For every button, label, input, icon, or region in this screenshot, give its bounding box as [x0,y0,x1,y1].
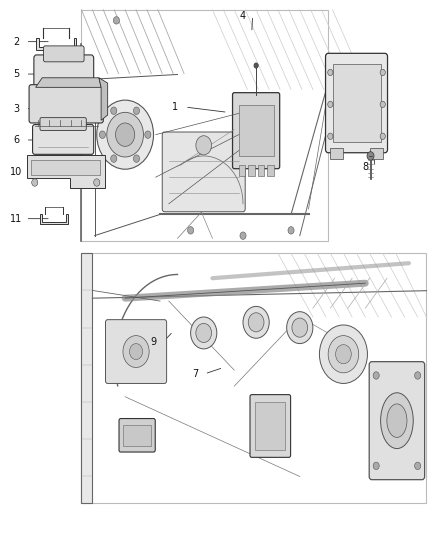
Circle shape [134,155,140,163]
Text: 2: 2 [13,37,19,46]
Text: 4: 4 [240,11,246,21]
Bar [370,149,383,159]
Polygon shape [27,155,105,188]
Bar [330,149,343,159]
Polygon shape [36,38,76,50]
Circle shape [328,101,333,108]
Circle shape [130,344,143,360]
Circle shape [415,372,421,379]
Circle shape [145,131,151,139]
FancyBboxPatch shape [34,55,94,89]
FancyBboxPatch shape [369,362,425,480]
Bar [268,165,274,176]
Circle shape [328,69,333,76]
Bar [81,253,92,503]
FancyBboxPatch shape [106,320,166,383]
Bar [248,165,255,176]
Circle shape [97,100,153,169]
Circle shape [287,312,313,344]
Circle shape [254,63,258,68]
Circle shape [243,306,269,338]
Bar [258,165,265,176]
Circle shape [319,325,367,383]
Circle shape [367,152,374,160]
Circle shape [415,462,421,470]
Circle shape [380,69,385,76]
Circle shape [187,227,194,234]
Circle shape [328,133,333,140]
Bar [239,106,274,156]
Text: 9: 9 [150,337,156,347]
Bar [123,425,151,446]
Text: 7: 7 [192,369,198,379]
FancyBboxPatch shape [43,46,84,62]
Circle shape [107,112,144,157]
Circle shape [123,336,149,368]
Circle shape [248,313,264,332]
Circle shape [380,133,385,140]
Bar [31,160,100,174]
FancyBboxPatch shape [325,53,388,153]
Circle shape [116,123,135,147]
Circle shape [328,336,359,373]
Circle shape [336,345,351,364]
Circle shape [134,107,140,115]
Circle shape [94,179,100,186]
FancyBboxPatch shape [250,394,290,457]
Circle shape [196,324,212,343]
Circle shape [240,232,246,239]
Circle shape [111,107,117,115]
Polygon shape [35,78,101,87]
Circle shape [288,227,294,234]
Circle shape [191,317,217,349]
Circle shape [32,179,38,186]
Circle shape [196,136,212,155]
Ellipse shape [381,393,413,449]
Text: 1: 1 [172,102,178,112]
Text: 10: 10 [10,167,22,177]
Circle shape [373,372,379,379]
Ellipse shape [387,404,407,438]
Bar [332,64,381,142]
FancyBboxPatch shape [40,118,86,131]
FancyBboxPatch shape [162,132,245,212]
Text: 3: 3 [13,103,19,114]
Bar [255,402,286,450]
Bar [239,165,245,176]
FancyBboxPatch shape [119,418,155,452]
Circle shape [292,318,307,337]
Circle shape [373,462,379,470]
Text: 5: 5 [13,69,19,79]
Text: 8: 8 [362,162,368,172]
Polygon shape [40,214,68,224]
Bar [81,253,426,503]
Circle shape [111,155,117,163]
FancyBboxPatch shape [233,93,280,168]
Text: 6: 6 [13,135,19,145]
Circle shape [99,131,106,139]
Bar [81,10,328,241]
Text: 11: 11 [10,214,22,224]
FancyBboxPatch shape [32,125,94,155]
FancyBboxPatch shape [29,85,103,123]
Circle shape [113,17,120,24]
Circle shape [380,101,385,108]
Polygon shape [99,78,108,120]
